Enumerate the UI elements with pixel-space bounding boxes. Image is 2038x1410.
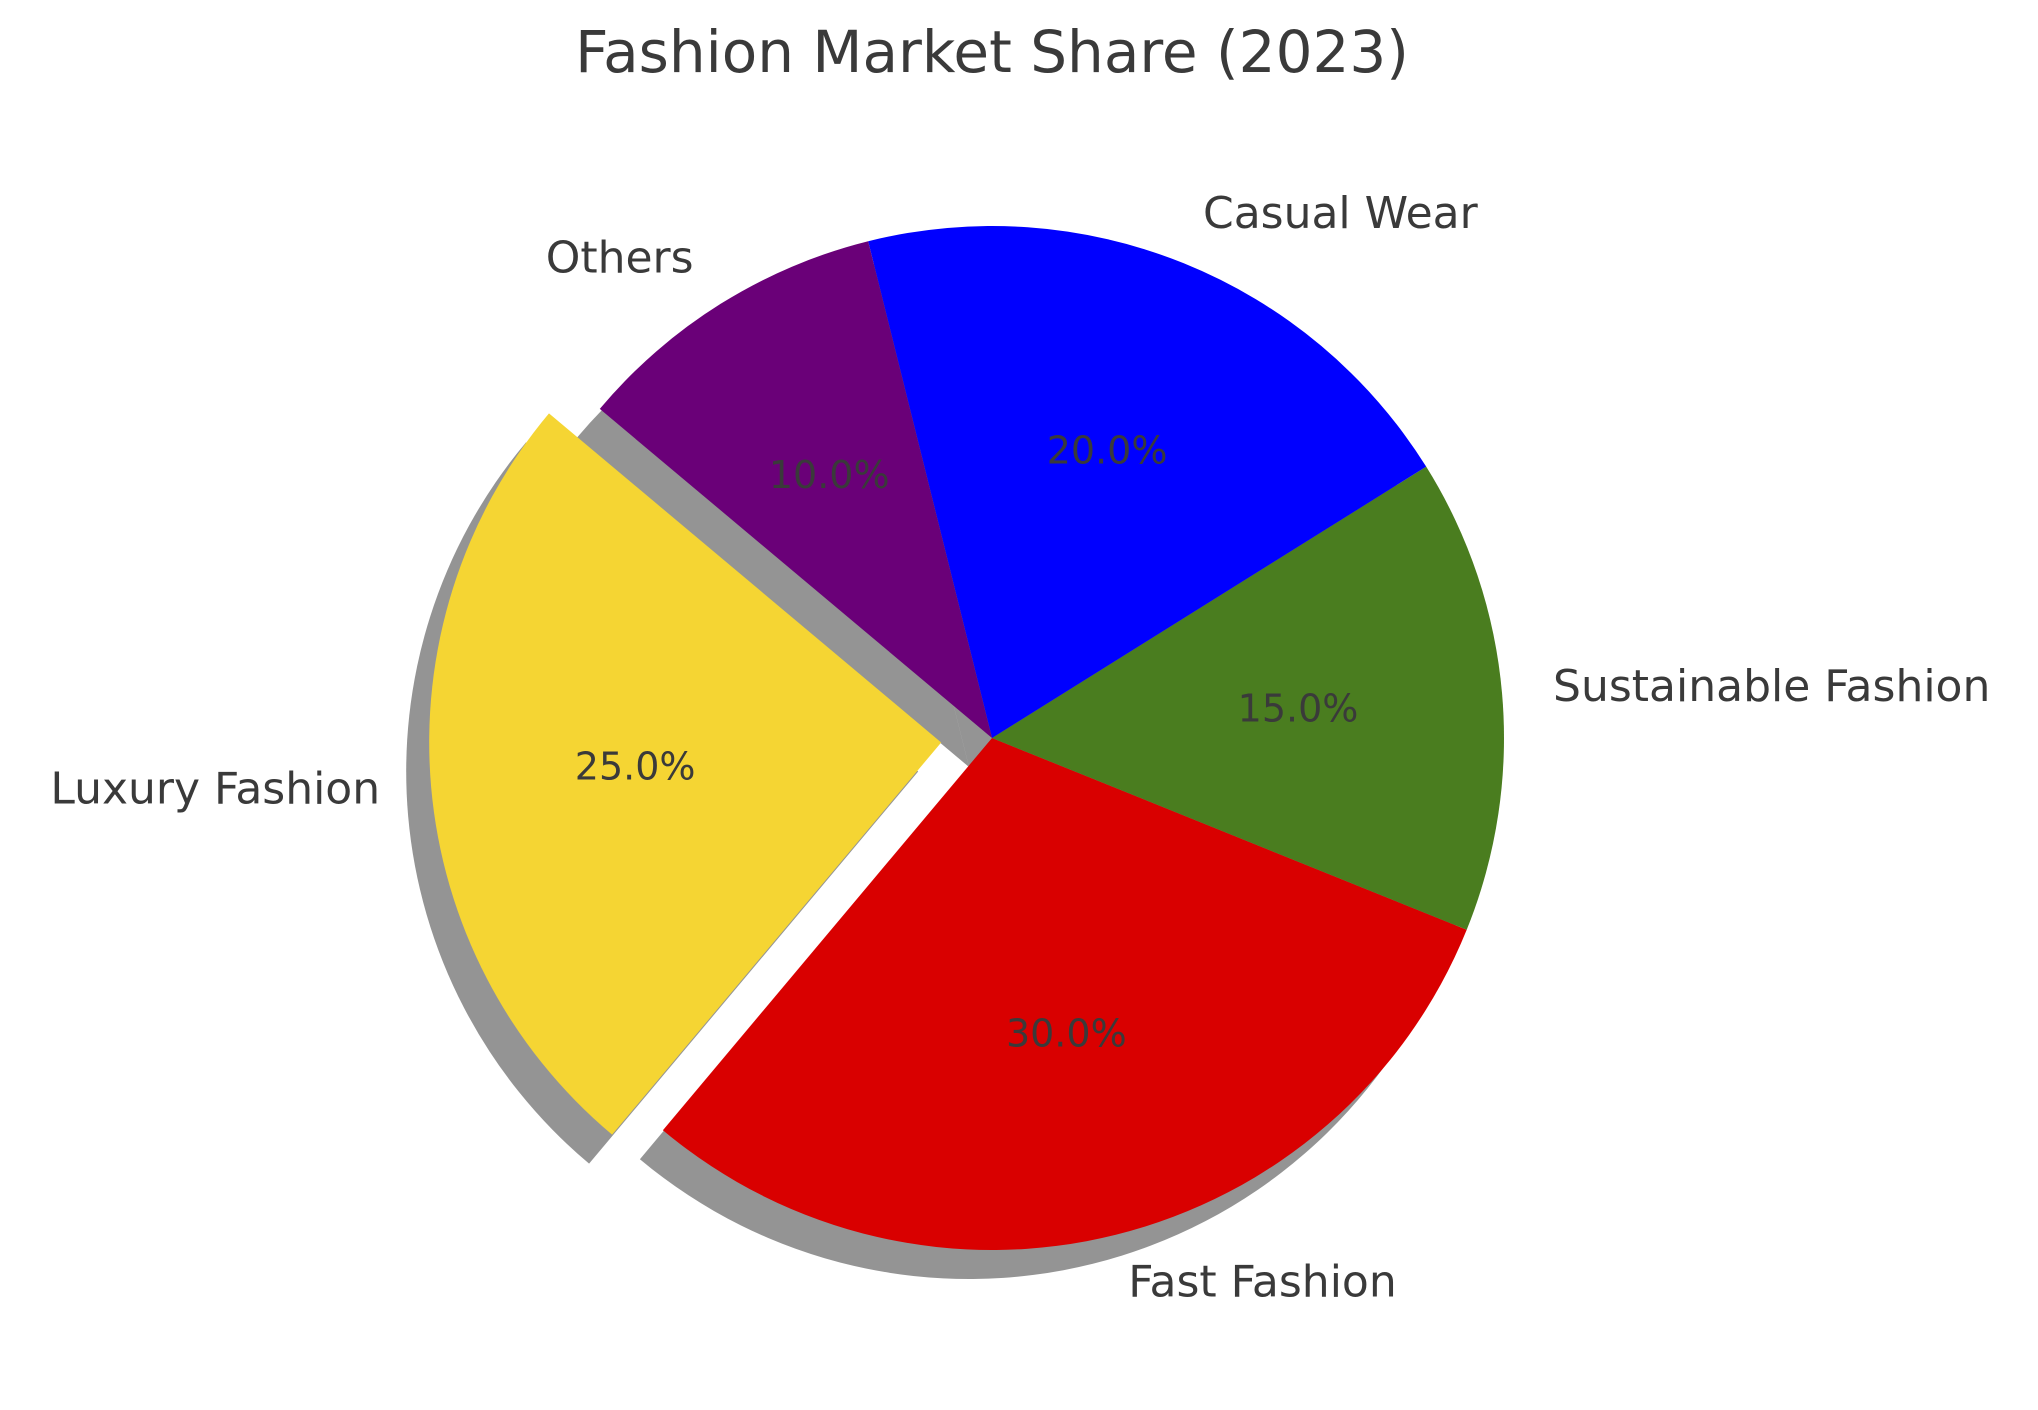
slice-label-casual-wear: Casual Wear [1203, 188, 1479, 239]
pie-slice-others [599, 241, 992, 738]
slice-label-luxury-fashion: Luxury Fashion [50, 764, 380, 815]
slice-label-sustainable-fashion: Sustainable Fashion [1553, 661, 1990, 712]
percent-label-others: 10.0% [769, 453, 890, 497]
slice-label-fast-fashion: Fast Fashion [1128, 1256, 1396, 1307]
percent-label-fast-fashion: 30.0% [1006, 1012, 1127, 1056]
pie-slice-sustainable-fashion [992, 466, 1504, 930]
chart-title: Fashion Market Share (2023) [575, 18, 1409, 86]
slice-label-others: Others [546, 232, 694, 283]
percent-label-sustainable-fashion: 15.0% [1238, 687, 1359, 731]
label-layer: Luxury Fashion 25.0% Fast Fashion 30.0% Sust… [50, 188, 1990, 1308]
percent-label-luxury-fashion: 25.0% [575, 745, 696, 789]
pie-slice-fast-fashion [662, 738, 1467, 1250]
pie-slice-casual-wear [868, 226, 1427, 738]
percent-label-casual-wear: 20.0% [1047, 429, 1168, 473]
pie-slice-luxury-fashion [429, 413, 942, 1135]
slice-layer [429, 226, 1504, 1250]
